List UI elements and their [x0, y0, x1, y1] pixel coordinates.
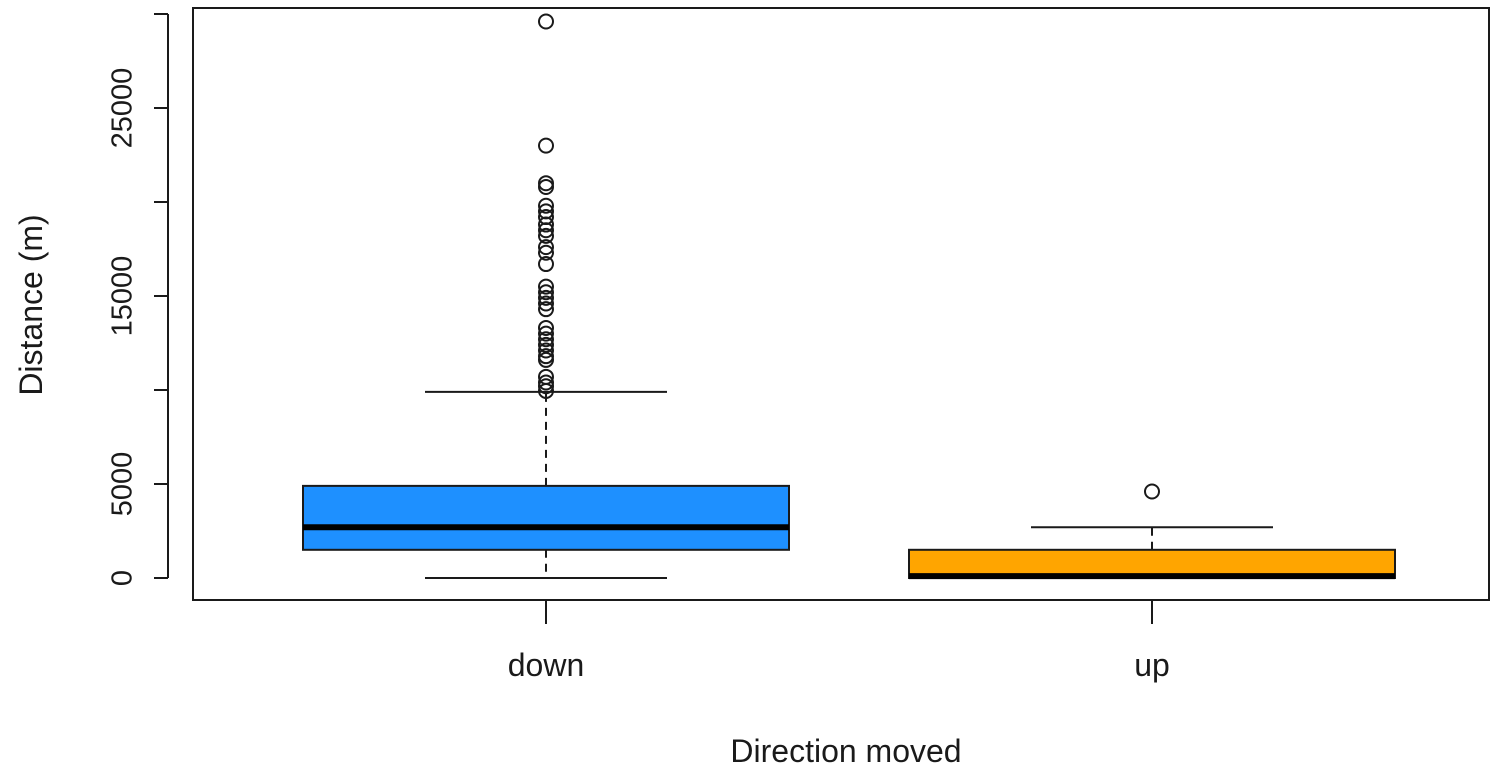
x-tick-label: up: [1134, 647, 1170, 683]
outlier-point: [538, 197, 554, 214]
boxes: [302, 13, 1396, 580]
plot-frame: [192, 7, 1490, 601]
outlier-point: [538, 319, 554, 336]
outlier-point: [538, 351, 554, 368]
outlier-point: [538, 178, 554, 195]
outlier-point: [538, 331, 554, 348]
y-axis-label: Distance (m): [13, 214, 49, 395]
outlier-point: [538, 289, 554, 306]
outlier-point: [538, 378, 554, 395]
y-axis: 0 5000 15000 25000: [107, 13, 169, 586]
x-axis: down up: [508, 600, 1170, 683]
outlier-point: [538, 137, 554, 154]
outlier-point: [538, 342, 554, 359]
y-tick-label: 0: [107, 570, 139, 586]
box-body: [302, 484, 790, 551]
outlier-point: [538, 244, 554, 261]
outlier-point: [538, 301, 554, 318]
x-axis-label: Direction moved: [730, 733, 961, 768]
outlier-point: [538, 284, 554, 301]
outlier-point: [1144, 483, 1160, 500]
box-down: [302, 13, 790, 579]
outlier-point: [538, 295, 554, 312]
outlier-point: [538, 278, 554, 295]
box-up: [908, 483, 1396, 580]
outlier-point: [538, 382, 554, 399]
x-tick-label: down: [508, 647, 585, 683]
outlier-point: [538, 325, 554, 342]
outlier-point: [538, 336, 554, 353]
outlier-point: [538, 227, 554, 244]
outlier-point: [538, 256, 554, 273]
y-tick-label: 25000: [107, 68, 139, 149]
outlier-point: [538, 239, 554, 256]
y-tick-label: 5000: [107, 452, 139, 517]
y-tick-label: 15000: [107, 256, 139, 337]
outlier-point: [538, 216, 554, 233]
outlier-point: [538, 222, 554, 239]
outlier-point: [538, 13, 554, 30]
